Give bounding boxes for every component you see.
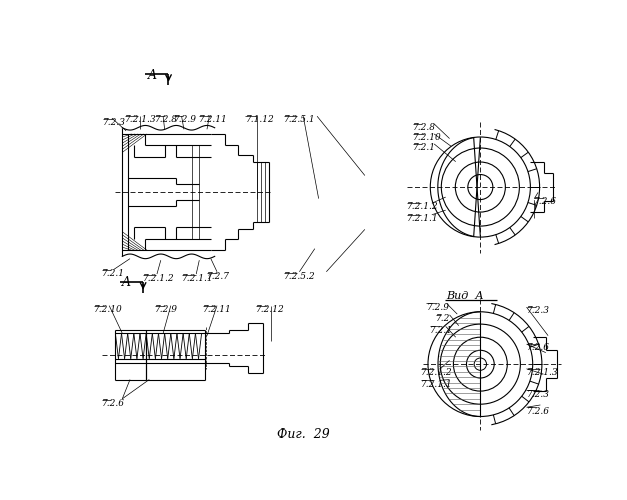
Text: 7.2.6: 7.2.6	[527, 406, 549, 416]
Text: 7.2.1.2: 7.2.1.2	[407, 202, 439, 211]
Text: Фиг.  29: Фиг. 29	[277, 428, 330, 441]
Text: 7.2.9: 7.2.9	[174, 116, 197, 124]
Text: 7.2.1: 7.2.1	[430, 326, 453, 334]
Text: 7.2.10: 7.2.10	[94, 305, 122, 314]
Text: 7.2.3: 7.2.3	[527, 306, 549, 316]
Text: 7.2.3: 7.2.3	[103, 118, 126, 126]
Text: 7.2.10: 7.2.10	[413, 133, 441, 142]
Text: 7.2.11: 7.2.11	[199, 116, 228, 124]
Text: 7.2.8: 7.2.8	[413, 123, 436, 132]
Text: 7.2.1: 7.2.1	[413, 143, 436, 152]
Text: 7.2.1.2: 7.2.1.2	[421, 368, 453, 377]
Text: A: A	[148, 69, 157, 82]
Text: 7.2.8: 7.2.8	[155, 116, 179, 124]
Text: 7.2.11: 7.2.11	[203, 305, 232, 314]
Text: 7.2.6: 7.2.6	[102, 399, 125, 408]
Text: 7.2.6: 7.2.6	[527, 344, 549, 352]
Text: 7.2.3: 7.2.3	[527, 390, 549, 398]
Text: 7.1.12: 7.1.12	[246, 116, 274, 124]
Text: 7.2: 7.2	[436, 314, 450, 323]
Text: 7.2.1.1: 7.2.1.1	[407, 214, 439, 223]
Text: 7.2.9: 7.2.9	[155, 305, 179, 314]
Text: A: A	[122, 276, 131, 288]
Text: 7.2.6: 7.2.6	[534, 197, 557, 206]
Text: Вид  А: Вид А	[446, 291, 484, 301]
Text: 7.2.1.2: 7.2.1.2	[143, 274, 175, 283]
Text: 7.2.5.2: 7.2.5.2	[284, 272, 315, 281]
Text: 7.2.7: 7.2.7	[207, 272, 230, 281]
Text: 7.2.1: 7.2.1	[102, 270, 125, 278]
Text: 7.2.12: 7.2.12	[256, 305, 284, 314]
Text: 7.2.1.1: 7.2.1.1	[421, 380, 453, 388]
Text: 7.2.5.1: 7.2.5.1	[284, 116, 315, 124]
Text: 7.2.1.1: 7.2.1.1	[182, 274, 214, 283]
Text: 7.2.1.3: 7.2.1.3	[527, 368, 558, 377]
Text: 7.2.1.3: 7.2.1.3	[125, 116, 156, 124]
Text: 7.2.9: 7.2.9	[426, 302, 450, 312]
